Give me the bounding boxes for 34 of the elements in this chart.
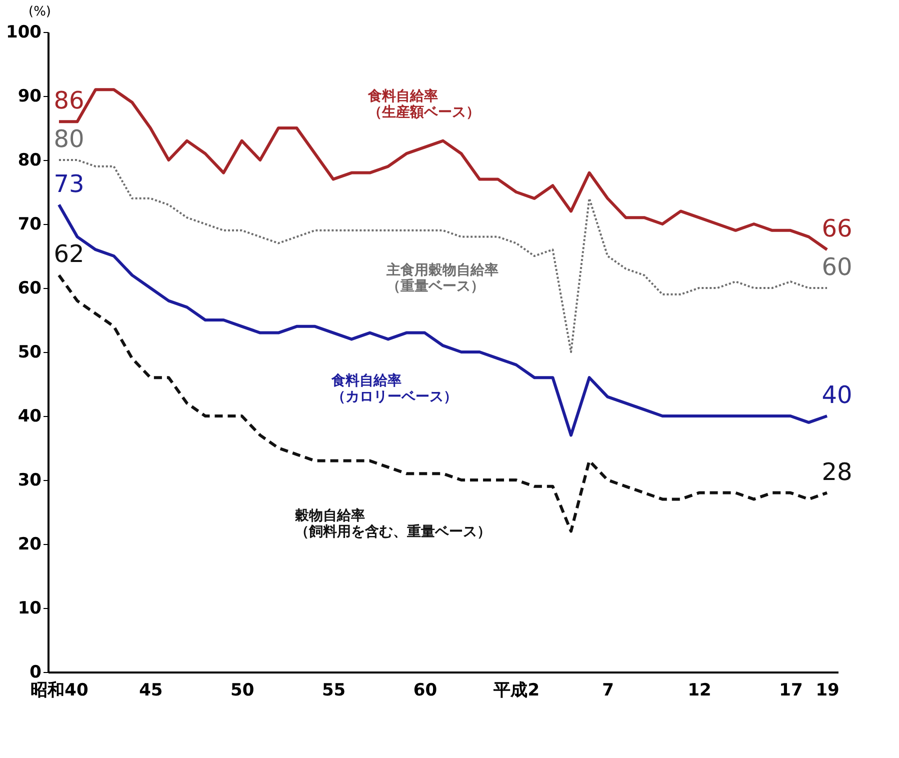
data-label: 86 xyxy=(54,86,84,115)
x-tick-label: 19 xyxy=(816,680,840,700)
data-label: 40 xyxy=(822,381,852,409)
series-label: 食料自給率（カロリーベース） xyxy=(330,372,458,406)
y-tick-label: 40 xyxy=(18,406,42,426)
y-tick-label: 20 xyxy=(18,534,42,554)
y-tick-label: 50 xyxy=(18,342,42,362)
y-tick-label: 10 xyxy=(18,598,42,618)
y-tick-label: 60 xyxy=(18,278,42,298)
data-label: 73 xyxy=(54,170,84,198)
y-tick-label: 100 xyxy=(6,22,42,42)
y-tick-label: 0 xyxy=(30,662,42,682)
series-label: 穀物自給率（飼料用を含む、重量ベース） xyxy=(294,506,491,540)
x-tick-label: 12 xyxy=(688,680,712,700)
y-tick-label: 80 xyxy=(18,150,42,170)
data-label: 28 xyxy=(822,458,852,486)
series-label: 主食用穀物自給率（重量ベース） xyxy=(385,261,498,294)
data-label: 80 xyxy=(54,125,84,153)
x-tick-label: 17 xyxy=(779,680,803,700)
text: 食料自給率（生産額ベース） xyxy=(367,87,480,120)
x-tick-label: 50 xyxy=(230,680,254,700)
y-tick-label: 70 xyxy=(18,214,42,234)
x-tick-label: 平成2 xyxy=(492,680,540,700)
data-label: 62 xyxy=(54,240,84,268)
x-tick-label: 60 xyxy=(413,680,438,700)
x-tick-label: 55 xyxy=(322,680,346,700)
y-tick-label: 90 xyxy=(18,86,42,106)
y-tick-label: 30 xyxy=(18,470,42,490)
x-tick-label: 昭和40 xyxy=(30,680,88,700)
data-label: 66 xyxy=(822,214,852,243)
y-axis-title: (%) xyxy=(28,4,51,20)
x-tick-label: 7 xyxy=(602,680,614,700)
data-label: 60 xyxy=(822,253,852,281)
x-tick-label: 45 xyxy=(139,680,163,700)
